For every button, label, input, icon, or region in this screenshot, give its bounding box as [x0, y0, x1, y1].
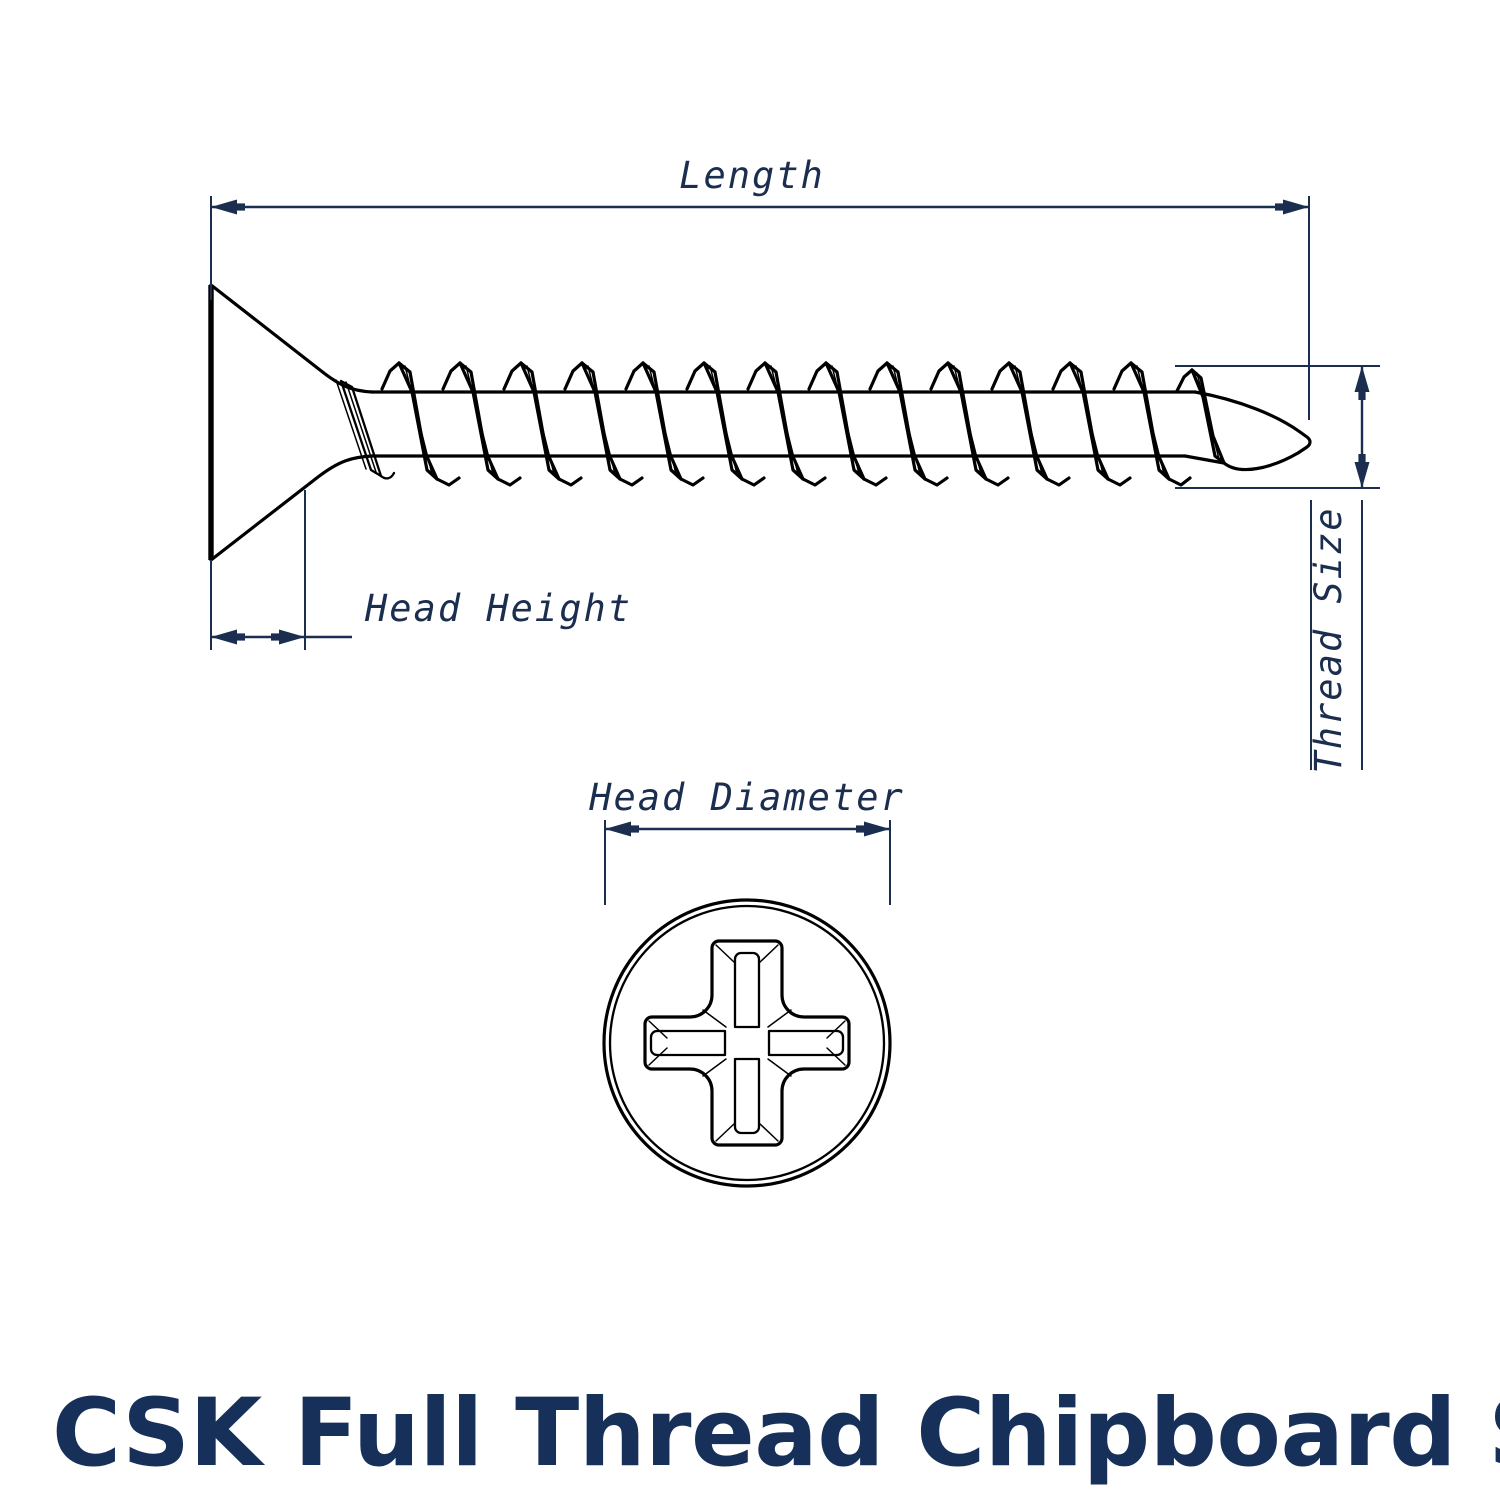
- thread-flight-group: [380, 361, 1226, 487]
- length-arrow-left: [211, 199, 245, 215]
- head-height-arrow-left: [211, 629, 245, 645]
- dimension-head-height: Head Height: [210, 490, 632, 650]
- head-diameter-arrow-right: [856, 821, 890, 837]
- screw-thread: [335, 361, 1226, 487]
- head-inner-circle: [608, 904, 886, 1182]
- thread-size-arrow-up: [1354, 366, 1370, 400]
- page-title: CSK Full Thread Chipboard Screws: [52, 1379, 1500, 1488]
- head-diameter-arrow-left: [605, 821, 639, 837]
- head-diameter-label: Head Diameter: [588, 776, 905, 819]
- dimension-length: Length: [210, 154, 1310, 420]
- thread-size-label: Thread Size: [1307, 506, 1350, 773]
- screw-side-view: [208, 283, 1312, 562]
- dimension-head-diameter: Head Diameter: [588, 776, 905, 905]
- screw-tip: [1183, 390, 1312, 472]
- head-height-arrow-right: [271, 629, 305, 645]
- head-outer-circle: [602, 898, 892, 1188]
- length-label: Length: [679, 154, 825, 197]
- length-arrow-right: [1275, 199, 1309, 215]
- screw-head-plan-view: [602, 898, 892, 1188]
- countersunk-head: [208, 283, 374, 562]
- phillips-recess: [643, 939, 851, 1147]
- head-height-label: Head Height: [364, 587, 632, 630]
- dimension-thread-size: Thread Size: [1175, 365, 1380, 774]
- thread-size-arrow-down: [1354, 454, 1370, 488]
- screw-shank: [370, 390, 1197, 458]
